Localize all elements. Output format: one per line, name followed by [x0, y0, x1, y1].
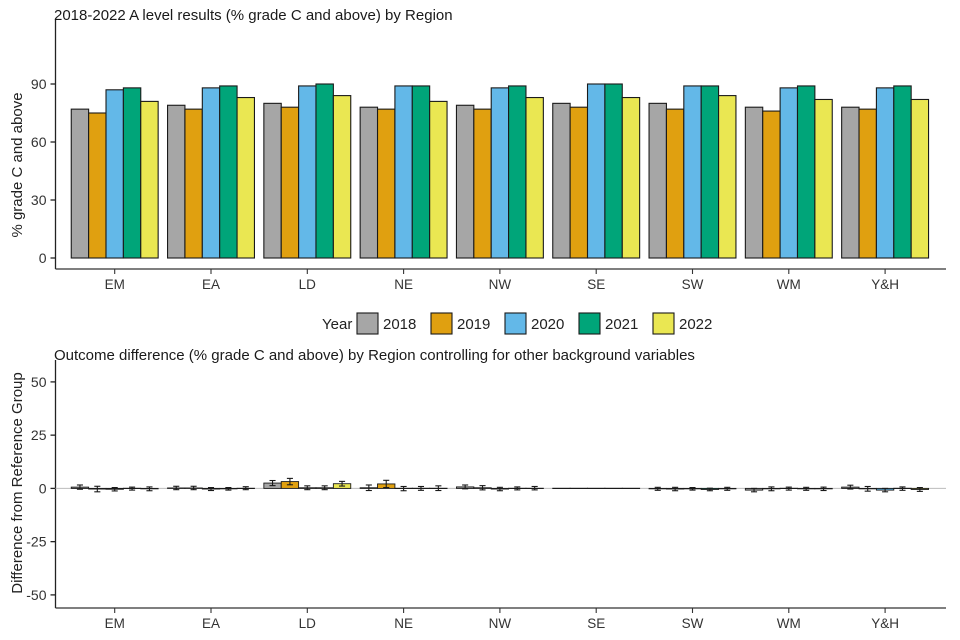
- svg-text:EA: EA: [202, 277, 220, 292]
- svg-text:NE: NE: [394, 277, 413, 292]
- svg-text:90: 90: [31, 76, 47, 92]
- svg-text:SW: SW: [682, 277, 704, 292]
- svg-text:30: 30: [31, 192, 47, 208]
- svg-text:SE: SE: [587, 616, 605, 631]
- svg-text:60: 60: [31, 134, 47, 150]
- svg-text:2018: 2018: [383, 316, 416, 333]
- svg-text:Y&H: Y&H: [871, 277, 899, 292]
- svg-text:NW: NW: [489, 616, 512, 631]
- svg-text:2021: 2021: [605, 316, 638, 333]
- svg-text:-25: -25: [26, 534, 46, 550]
- svg-text:Y&H: Y&H: [871, 616, 899, 631]
- svg-text:SE: SE: [587, 277, 605, 292]
- svg-text:Difference from Reference Grou: Difference from Reference Group: [9, 372, 26, 594]
- svg-text:LD: LD: [299, 616, 317, 631]
- svg-text:EM: EM: [105, 277, 125, 292]
- svg-text:EA: EA: [202, 616, 220, 631]
- svg-text:SW: SW: [682, 616, 704, 631]
- svg-text:Year: Year: [322, 316, 352, 333]
- svg-text:% grade C and above: % grade C and above: [9, 92, 26, 237]
- svg-text:WM: WM: [777, 616, 801, 631]
- svg-text:0: 0: [39, 250, 47, 266]
- svg-text:2022: 2022: [679, 316, 712, 333]
- svg-text:2020: 2020: [531, 316, 564, 333]
- svg-text:WM: WM: [777, 277, 801, 292]
- svg-text:NW: NW: [489, 277, 512, 292]
- svg-text:0: 0: [39, 480, 47, 496]
- svg-text:2019: 2019: [457, 316, 490, 333]
- svg-text:25: 25: [31, 427, 47, 443]
- svg-text:LD: LD: [299, 277, 317, 292]
- svg-text:-50: -50: [26, 587, 46, 603]
- svg-text:NE: NE: [394, 616, 413, 631]
- svg-text:50: 50: [31, 374, 47, 390]
- svg-text:EM: EM: [105, 616, 125, 631]
